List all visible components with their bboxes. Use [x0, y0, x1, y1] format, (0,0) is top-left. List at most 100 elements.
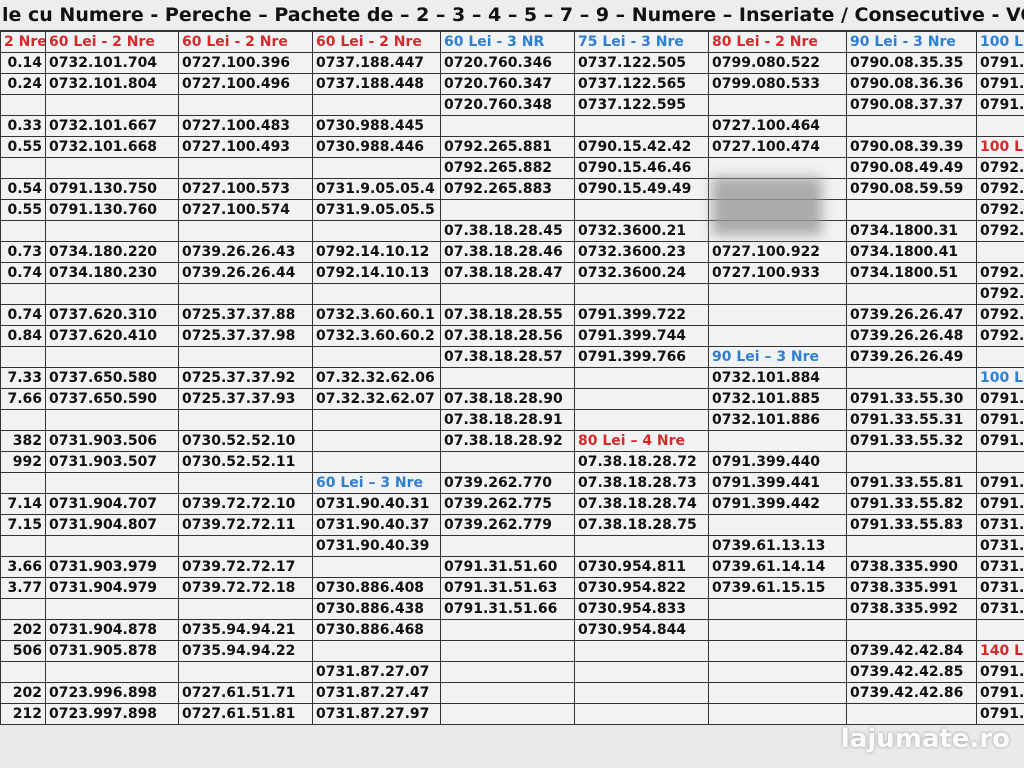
- phone-number-cell: 0791.: [976, 73, 1024, 95]
- phone-number-cell: 0791.33.55.30: [846, 388, 977, 410]
- phone-number-cell: 07.38.18.28.55: [440, 304, 575, 326]
- number-table: 2 Nre 60 Lei - 2 Nre 60 Lei - 2 Nre 60 Lei …: [0, 31, 1024, 725]
- phone-number-cell: 0792.14.10.13: [312, 262, 441, 284]
- phone-number-cell: 07.38.18.28.46: [440, 241, 575, 263]
- phone-number-cell: 0791.399.722: [574, 304, 709, 326]
- empty-cell: [45, 220, 179, 242]
- phone-number-cell: 0732.101.886: [708, 409, 847, 431]
- empty-cell: [45, 535, 179, 557]
- empty-cell: [45, 346, 179, 368]
- phone-number-cell: 0731.: [976, 556, 1024, 578]
- sheet-title: le cu Numere - Pereche – Pachete de – 2 …: [0, 0, 1024, 31]
- phone-number-cell: 0791.: [976, 703, 1024, 725]
- empty-cell: [178, 409, 313, 431]
- empty-cell: [976, 115, 1024, 137]
- phone-number-cell: 0739.72.72.17: [178, 556, 313, 578]
- phone-number-cell: 07.38.18.28.57: [440, 346, 575, 368]
- phone-number-cell: 0791.130.760: [45, 199, 179, 221]
- phone-number-cell: 0790.15.42.42: [574, 136, 709, 158]
- price-header-cell: 80 Lei – 4 Nre: [574, 430, 709, 452]
- empty-cell: [0, 346, 46, 368]
- price-header-cell: 60 Lei - 2 Nre: [178, 31, 313, 53]
- empty-cell: [0, 157, 46, 179]
- empty-cell: [45, 598, 179, 620]
- empty-cell: [440, 640, 575, 662]
- empty-cell: [0, 283, 46, 305]
- phone-number-cell: 0727.61.51.81: [178, 703, 313, 725]
- phone-number-cell: 0739.61.14.14: [708, 556, 847, 578]
- phone-number-cell: 0731.90.40.39: [312, 535, 441, 557]
- table-row: 7.66 0737.650.590 0725.37.37.93 07.32.32.62…: [0, 388, 1024, 410]
- empty-cell: [708, 325, 847, 347]
- empty-cell: [312, 430, 441, 452]
- empty-cell: [440, 535, 575, 557]
- empty-cell: [574, 115, 709, 137]
- phone-number-cell: 0731.904.707: [45, 493, 179, 515]
- empty-cell: [574, 409, 709, 431]
- phone-number-cell: 0731.904.878: [45, 619, 179, 641]
- phone-number-cell: 7.66: [0, 388, 46, 410]
- empty-cell: [708, 703, 847, 725]
- price-header-cell: 80 Lei - 2 Nre: [708, 31, 847, 53]
- empty-cell: [708, 514, 847, 536]
- empty-cell: [0, 409, 46, 431]
- phone-number-cell: 0737.620.310: [45, 304, 179, 326]
- phone-number-cell: 07.38.18.28.73: [574, 472, 709, 494]
- empty-cell: [574, 661, 709, 683]
- phone-number-cell: 0739.26.26.44: [178, 262, 313, 284]
- empty-cell: [312, 556, 441, 578]
- phone-number-cell: 0732.101.884: [708, 367, 847, 389]
- phone-number-cell: 0792.: [976, 283, 1024, 305]
- empty-cell: [0, 472, 46, 494]
- phone-number-cell: 0738.335.992: [846, 598, 977, 620]
- empty-cell: [0, 598, 46, 620]
- phone-number-cell: 0730.954.811: [574, 556, 709, 578]
- table-row: 0731.87.27.07 0739.42.42.85 0791.: [0, 661, 1024, 683]
- phone-number-cell: 0790.08.37.37: [846, 94, 977, 116]
- table-row: 7.14 0731.904.707 0739.72.72.10 0731.90.40.…: [0, 493, 1024, 515]
- empty-cell: [976, 451, 1024, 473]
- phone-number-cell: 992: [0, 451, 46, 473]
- empty-cell: [440, 451, 575, 473]
- phone-number-cell: 0732.3600.21: [574, 220, 709, 242]
- table-row: 07.38.18.28.45 0732.3600.21 0734.1800.31 07…: [0, 220, 1024, 242]
- empty-cell: [312, 283, 441, 305]
- phone-number-cell: 0791.: [976, 388, 1024, 410]
- phone-number-cell: 0739.42.42.85: [846, 661, 977, 683]
- phone-number-cell: 0792.: [976, 304, 1024, 326]
- phone-number-cell: 0791.399.442: [708, 493, 847, 515]
- phone-number-cell: 0790.08.49.49: [846, 157, 977, 179]
- empty-cell: [178, 535, 313, 557]
- empty-cell: [178, 283, 313, 305]
- phone-number-cell: 0792.: [976, 178, 1024, 200]
- phone-number-cell: 0727.100.474: [708, 136, 847, 158]
- phone-number-cell: 0791.: [976, 430, 1024, 452]
- phone-number-cell: 0730.954.844: [574, 619, 709, 641]
- phone-number-cell: 0739.26.26.47: [846, 304, 977, 326]
- empty-cell: [440, 619, 575, 641]
- empty-cell: [0, 535, 46, 557]
- phone-number-cell: 0725.37.37.93: [178, 388, 313, 410]
- table-row: 0.24 0732.101.804 0727.100.496 0737.188.448…: [0, 73, 1024, 95]
- phone-number-cell: 0739.72.72.11: [178, 514, 313, 536]
- empty-cell: [45, 472, 179, 494]
- phone-number-cell: 0.55: [0, 199, 46, 221]
- price-header-cell: 60 Lei - 2 Nre: [312, 31, 441, 53]
- phone-number-cell: 0723.996.898: [45, 682, 179, 704]
- empty-cell: [708, 157, 847, 179]
- table-row: 382 0731.903.506 0730.52.52.10 07.38.18.28.…: [0, 430, 1024, 452]
- price-header-cell: 60 Lei - 3 NR: [440, 31, 575, 53]
- phone-number-cell: 0739.42.42.86: [846, 682, 977, 704]
- empty-cell: [846, 199, 977, 221]
- empty-cell: [708, 619, 847, 641]
- phone-number-cell: 0791.: [976, 52, 1024, 74]
- phone-number-cell: 0737.188.448: [312, 73, 441, 95]
- phone-number-cell: 0720.760.348: [440, 94, 575, 116]
- table-row: 07.38.18.28.57 0791.399.766 90 Lei – 3 Nre…: [0, 346, 1024, 368]
- price-header-cell: 90 Lei – 3 Nre: [708, 346, 847, 368]
- empty-cell: [440, 661, 575, 683]
- phone-number-cell: 0739.72.72.18: [178, 577, 313, 599]
- price-header-cell: 100 L: [976, 136, 1024, 158]
- phone-number-cell: 0732.101.885: [708, 388, 847, 410]
